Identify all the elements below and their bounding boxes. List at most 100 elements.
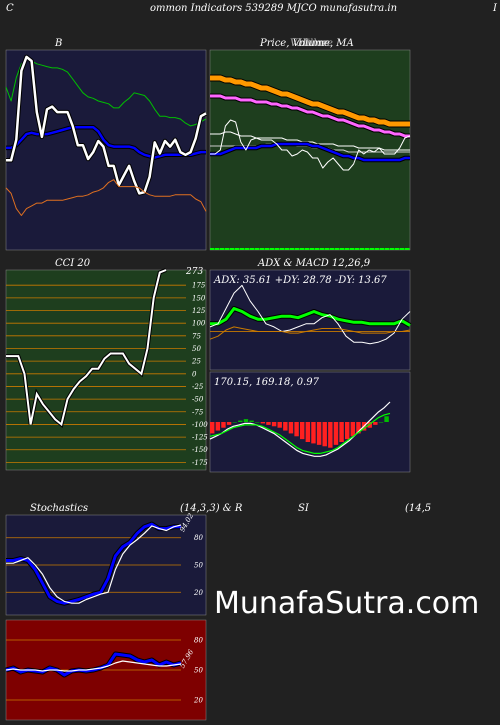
volume-label: Volume [290,38,328,49]
cci-tick-label: 25 [191,358,201,366]
volume-bar [225,248,230,250]
macd-histogram-bar [311,422,316,444]
volume-bar [305,248,310,250]
header-left: C [6,3,14,14]
macd-histogram-bar [238,420,243,422]
volume-bar [380,248,385,250]
macd-histogram-bar [232,422,237,423]
adx-minus_dy-line [209,284,411,345]
rsi-title: SI [298,503,309,514]
volume-bar [275,248,280,250]
cci-chart: 273 175 150 125 100 75 50 25 0 -25 -50 -75 -100 -125… [5,267,208,471]
adx-adx-line [209,326,411,340]
macd-histogram-bar [277,422,282,428]
macd-signal-line [209,412,391,455]
cci-tick-label: -25 [192,383,204,391]
stoch-title: Stochastics [30,503,88,514]
cci-tick-label: -125 [192,434,208,442]
watermark: MunafaSutra.com [214,586,480,621]
macd-histogram-bar [266,422,271,425]
macd-histogram-bar [210,422,215,434]
stoch-tick-label: 20 [193,589,203,597]
volume-bar [220,248,225,250]
macd-histogram-bar [373,422,378,425]
volume-bar [335,248,340,250]
cci-last-value: 273 [185,267,203,277]
stoch-params: (14,3,3) & R [180,503,243,514]
macd-histogram-bar [288,422,294,434]
bollinger-title: B [55,38,63,49]
bollinger-close-line [6,55,207,195]
bollinger-panel [5,49,208,251]
macd-histogram-bar [260,422,266,424]
volume-bar [235,248,240,250]
macd-histogram-bar [215,422,221,431]
price-ma_blue-line [210,142,410,162]
macd-readout: 170.15, 169.18, 0.97 [214,377,320,388]
cci-panel: 273 175 150 125 100 75 50 25 0 -25 -50 -75 -100 -125… [5,267,208,471]
volume-bar [345,248,350,250]
adx-chart: ADX: 35.61 +DY: 28.78 -DY: 13.67 [209,269,412,371]
stoch-panel: 80 50 20 94.02 [5,512,207,616]
cci-tick-label: 125 [192,307,206,315]
macd-histogram-bar [283,422,288,431]
macd-histogram-bar [294,422,299,437]
volume-bar [375,248,380,250]
price-ma_short-line [210,131,410,151]
volume-bar [210,248,215,250]
macd-histogram-bar [378,422,384,423]
volume-bar [240,248,245,250]
volume-bar [340,248,345,250]
header-right: I [493,3,497,14]
cci-line [6,269,167,427]
macd-histogram-bar [350,422,356,437]
price-panel [209,49,411,251]
macd-histogram-bar [300,422,305,440]
rsi-tick-label: 50 [194,667,203,675]
macd-chart: 170.15, 169.18, 0.97 [209,371,411,473]
bollinger-upper-line [5,59,207,127]
macd-histogram-bar [249,420,254,422]
price-chart [209,49,411,251]
volume-bar [350,248,355,250]
volume-bar [290,248,295,250]
price-title: Price, Volume, MA [260,38,354,49]
cci-tick-label: -50 [192,396,204,404]
volume-bar [320,248,325,250]
macd-histogram-bar [316,422,322,445]
price-ma_long-line [210,75,410,127]
volume-bar [230,248,235,250]
macd-histogram-bar [333,422,339,445]
cci-tick-label: 150 [192,294,206,302]
volume-bar [250,248,255,250]
volume-bar [395,248,400,250]
cci-tick-label: 75 [192,332,201,340]
volume-bar [245,248,250,250]
volume-bar [265,248,270,250]
cci-tick-label: -100 [192,421,208,429]
volume-bar [390,248,395,250]
macd-macd-line [209,401,391,457]
volume-bar [405,248,410,250]
macd-histogram-bar [328,422,333,448]
macd-histogram-bar [305,422,311,442]
volume-bar [370,248,375,250]
volume-bar [255,248,260,250]
macd-histogram-bar [345,422,350,440]
bollinger-lower-line [5,179,207,216]
cci-tick-label: -75 [192,408,204,416]
cci-title: CCI 20 [55,258,91,269]
volume-bar [300,248,305,250]
adx-readout: ADX: 35.61 +DY: 28.78 -DY: 13.67 [213,275,387,286]
macd-histogram-bar [243,419,249,422]
adx-title: ADX & MACD 12,26,9 [258,258,371,269]
volume-bar [360,248,365,250]
rsi-rsi_smooth-line [5,660,182,672]
cci-tick-label: 100 [192,320,206,328]
stoch-d-line [6,524,182,604]
macd-histogram-bar [356,422,361,434]
volume-bar [215,248,220,250]
volume-bar [310,248,315,250]
